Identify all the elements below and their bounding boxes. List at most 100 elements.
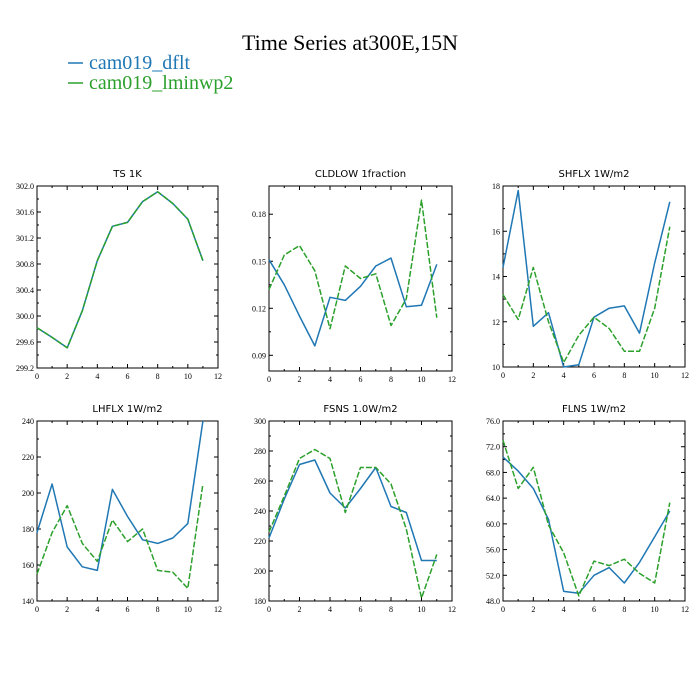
x-tick-label: 6: [592, 371, 596, 380]
x-tick-label: 12: [214, 605, 222, 614]
y-tick-label: 300.8: [16, 260, 34, 269]
panel-title-ts: TS 1K: [112, 169, 142, 180]
x-tick-label: 12: [214, 372, 222, 381]
series-line-lminwp2: [36, 483, 204, 590]
y-tick-label: 48.0: [486, 597, 500, 606]
plot-frame-ts: [36, 185, 219, 369]
y-tick-label: 14: [492, 273, 500, 282]
y-tick-label: 68.0: [486, 468, 500, 477]
x-tick-label: 2: [531, 605, 535, 614]
y-tick-label: 220: [254, 537, 266, 546]
x-tick-label: 8: [156, 372, 160, 381]
plot-frame-fsns: [268, 420, 453, 602]
x-tick-label: 8: [389, 605, 393, 614]
x-tick-label: 12: [681, 371, 689, 380]
x-tick-label: 0: [501, 371, 505, 380]
x-tick-label: 8: [622, 371, 626, 380]
y-tick-label: 76.0: [486, 417, 500, 426]
legend-label-dflt: cam019_dflt: [89, 52, 191, 74]
y-tick-label: 260: [254, 477, 266, 486]
x-tick-label: 4: [562, 605, 566, 614]
x-tick-label: 2: [65, 605, 69, 614]
y-tick-label: 240: [22, 417, 34, 426]
y-tick-label: 0.09: [252, 351, 266, 360]
x-tick-label: 2: [65, 372, 69, 381]
y-tick-label: 10: [492, 363, 500, 372]
y-tick-label: 16: [492, 227, 500, 236]
y-tick-label: 0.18: [252, 210, 266, 219]
x-tick-label: 6: [359, 605, 363, 614]
y-tick-label: 56.0: [486, 546, 500, 555]
y-tick-label: 0.12: [252, 304, 266, 313]
y-tick-label: 301.2: [16, 234, 34, 243]
series-line-lminwp2: [502, 226, 671, 364]
figure-title: Time Series at300E,15N: [242, 30, 458, 55]
x-tick-label: 12: [448, 375, 456, 384]
x-tick-label: 6: [359, 375, 363, 384]
x-tick-label: 8: [156, 605, 160, 614]
x-tick-label: 6: [592, 605, 596, 614]
series-line-dflt: [268, 257, 438, 347]
panel-title-fsns: FSNS 1.0W/m2: [323, 404, 397, 415]
x-tick-label: 0: [35, 372, 39, 381]
y-tick-label: 18: [492, 182, 500, 191]
x-tick-label: 4: [328, 605, 332, 614]
panel-flns: FLNS 1W/m2 0 2 4 6 8 10 12 48.0 52.0 56.0 60.0 64.0 6…: [486, 404, 689, 614]
x-tick-label: 2: [298, 605, 302, 614]
y-tick-label: 220: [22, 453, 34, 462]
series-line-lminwp2: [502, 440, 671, 597]
series-line-dflt: [502, 456, 671, 595]
y-tick-label: 300.4: [16, 286, 34, 295]
x-tick-label: 0: [35, 605, 39, 614]
series-line-dflt: [268, 459, 437, 562]
panel-title-shflx: SHFLX 1W/m2: [559, 169, 630, 180]
panel-title-flns: FLNS 1W/m2: [562, 404, 626, 415]
y-tick-label: 299.2: [16, 364, 34, 373]
y-tick-label: 300.0: [16, 312, 34, 321]
x-tick-label: 12: [448, 605, 456, 614]
y-tick-label: 12: [492, 318, 500, 327]
x-tick-label: 0: [501, 605, 505, 614]
x-tick-label: 8: [622, 605, 626, 614]
y-tick-label: 301.6: [16, 208, 34, 217]
y-tick-label: 160: [22, 561, 34, 570]
plot-frame-flns: [502, 420, 686, 602]
x-tick-label: 10: [651, 605, 659, 614]
x-tick-label: 0: [267, 605, 271, 614]
x-tick-label: 0: [267, 375, 271, 384]
panel-fsns: FSNS 1.0W/m2 0 2 4 6 8 10 12 180 200 220 240 260 280 3…: [254, 404, 456, 614]
x-tick-label: 10: [184, 605, 192, 614]
y-tick-label: 200: [254, 567, 266, 576]
series-line-dflt: [502, 189, 671, 368]
x-tick-label: 2: [298, 375, 302, 384]
x-tick-label: 10: [418, 375, 426, 384]
x-tick-label: 4: [562, 371, 566, 380]
x-tick-label: 6: [126, 372, 130, 381]
y-tick-label: 300: [254, 417, 266, 426]
series-line-lminwp2: [268, 199, 438, 330]
y-tick-label: 140: [22, 597, 34, 606]
x-tick-label: 4: [95, 605, 99, 614]
y-tick-label: 180: [22, 525, 34, 534]
legend-label-lminwp2: cam019_lminwp2: [89, 72, 233, 94]
y-tick-label: 52.0: [486, 571, 500, 580]
x-tick-label: 10: [184, 372, 192, 381]
panel-shflx: SHFLX 1W/m2 0 2 4 6 8 10 12 10 12 14 16 18: [492, 169, 689, 380]
series-line-dflt: [36, 420, 204, 572]
x-tick-label: 10: [418, 605, 426, 614]
x-tick-label: 4: [95, 372, 99, 381]
y-tick-label: 72.0: [486, 443, 500, 452]
y-tick-label: 64.0: [486, 494, 500, 503]
panels-grid: TS 1K 0 2 4 6 8 10 12 299.2 299.6 300.0 300.4 300.8 3…: [16, 169, 689, 614]
y-tick-label: 299.6: [16, 338, 34, 347]
y-tick-label: 60.0: [486, 520, 500, 529]
x-tick-label: 8: [389, 375, 393, 384]
panel-lhflx: LHFLX 1W/m2 0 2 4 6 8 10 12 140 160 180 200 220 240: [22, 404, 222, 614]
series-line-lminwp2: [36, 191, 204, 349]
x-tick-label: 4: [328, 375, 332, 384]
y-tick-label: 280: [254, 447, 266, 456]
y-tick-label: 200: [22, 489, 34, 498]
legend: cam019_dflt cam019_lminwp2: [68, 52, 233, 94]
y-tick-label: 302.0: [16, 182, 34, 191]
